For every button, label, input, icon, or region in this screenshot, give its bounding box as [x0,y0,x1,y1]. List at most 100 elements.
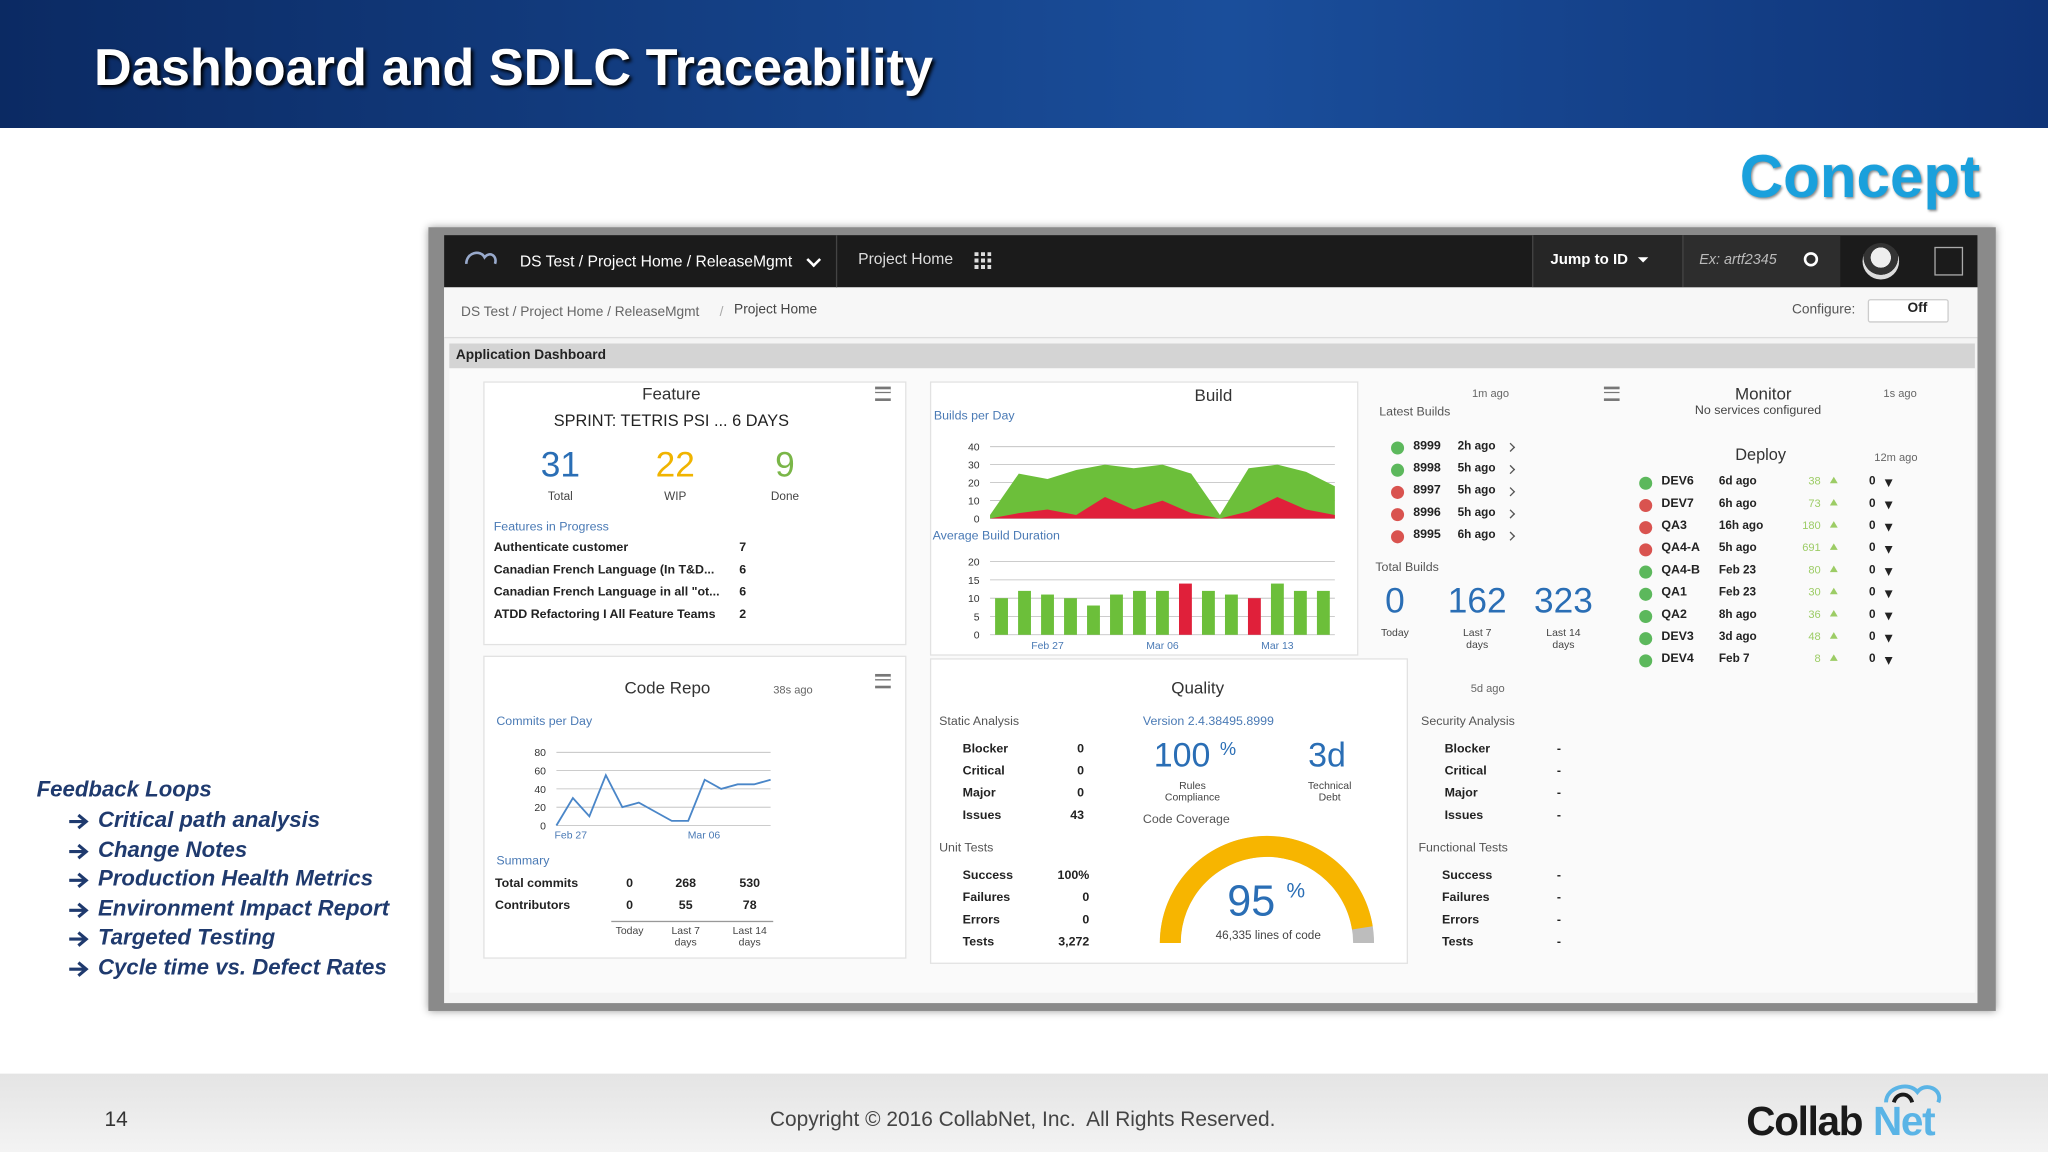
down-count: 0 [1869,629,1876,643]
help-button[interactable] [1934,246,1964,276]
feature-name: Canadian French Language (In T&D... [493,562,715,578]
up-arrow [1829,498,1838,506]
summary-value: 55 [678,898,693,913]
copyright: Copyright © 2016 CollabNet, Inc. All Rig… [769,1108,1276,1132]
section-title: Features in Progress [493,519,609,535]
arrow [69,843,89,859]
up-arrow [1829,543,1838,550]
sidebar-item: Environment Impact Report [97,895,390,921]
deploy-time: Feb 7 [1718,651,1750,665]
logo-swirl [1884,1084,1942,1104]
down-arrow [1884,523,1893,532]
down-count: 0 [1869,651,1876,665]
status-icon [1639,565,1653,579]
y-tick-label: 20 [968,479,980,490]
column-label: Last 7 days [671,924,700,948]
metric-value: 100% [1057,868,1090,883]
down-arrow [1884,545,1893,554]
total-label: Last 14 days [1546,626,1581,651]
metric-label: Blocker [1444,741,1491,757]
bar [1201,590,1215,635]
build-id: 8999 [1413,438,1441,454]
breadcrumb-current: Project Home [734,301,818,318]
build-time: 2h ago [1457,438,1496,452]
panel-menu [875,673,891,689]
down-count: 0 [1869,607,1876,621]
age: 12m ago [1874,450,1918,464]
status-icon [1639,654,1653,668]
status-icon [1639,609,1653,624]
metric-value: - [1556,741,1562,757]
up-arrow [1829,521,1838,528]
metric-label: Blocker [962,741,1009,757]
status-icon [1639,476,1653,490]
status-icon [1639,521,1653,535]
up-count: 180 [1802,518,1821,532]
down-arrow [1884,612,1893,621]
bar [1156,590,1169,635]
summary-value: 0 [626,876,634,891]
y-tick-label: 60 [534,767,546,778]
status-icon [1391,530,1405,544]
metric-value: 3,272 [1058,935,1090,950]
jump-to-id: Jump to ID [1550,252,1628,268]
dashboard-title: Application Dashboard [455,347,606,364]
metric-label: Tests [1441,935,1474,950]
metric-label: Major [1444,786,1478,801]
status-icon [1639,543,1653,557]
up-arrow [1829,609,1838,617]
down-arrow [1884,479,1893,488]
bar [1270,583,1284,635]
section-title: Security Analysis [1421,714,1515,729]
coverage-gauge [1159,835,1375,944]
stat-value: 22 [655,445,695,485]
env: QA4-A [1661,540,1700,556]
toggle[interactable] [1867,299,1949,323]
down-count: 0 [1869,540,1876,554]
metric-value: - [1556,786,1562,801]
panel-title: Deploy [1735,445,1787,464]
feature-panel [483,381,907,646]
age: 38s ago [773,683,813,697]
x-tick-label: Mar 06 [1146,641,1179,652]
section-title: Summary [496,854,550,869]
logo-arc [1891,1092,1915,1104]
coverage-unit: % [1286,880,1306,903]
column-label: Last 14 days [732,924,767,948]
summary-label: Total commits [495,876,579,891]
panel-menu [1603,386,1620,401]
metric-value: 0 [1082,912,1090,928]
up-arrow [1829,587,1838,595]
x-tick-label: Feb 27 [555,831,588,842]
sidebar-item: Cycle time vs. Defect Rates [97,954,387,979]
compliance-unit: % [1219,737,1237,759]
footer-band [0,1073,2048,1152]
up-arrow [1829,632,1838,639]
metric-value: - [1556,935,1562,950]
arrow [69,872,89,889]
y-tick-label: 15 [968,576,980,587]
x-tick-label: Mar 13 [1261,641,1294,652]
up-count: 36 [1808,607,1821,621]
dashboard-bar [449,343,1975,369]
column-label: Today [615,924,644,937]
status-icon [1391,485,1405,499]
y-tick-label: 20 [534,803,546,814]
jump-section [1532,235,1684,288]
summary-value: 530 [739,876,761,891]
monitor-note: No services configured [1694,403,1822,418]
env: DEV4 [1661,651,1694,667]
stat-value: 9 [775,445,795,485]
chart-title: Commits per Day [496,714,593,729]
env: QA4-B [1661,562,1700,578]
bar [1224,594,1238,635]
build-id: 8996 [1413,505,1441,520]
metric-label: Errors [962,912,1000,928]
env: DEV3 [1661,629,1694,644]
metric-label: Major [962,786,996,801]
y-tick-label: 10 [968,594,980,605]
area [990,464,1335,519]
slide-title: Dashboard and SDLC Traceability [94,39,934,97]
env: QA2 [1661,607,1687,622]
metric-label: Issues [1444,808,1484,823]
